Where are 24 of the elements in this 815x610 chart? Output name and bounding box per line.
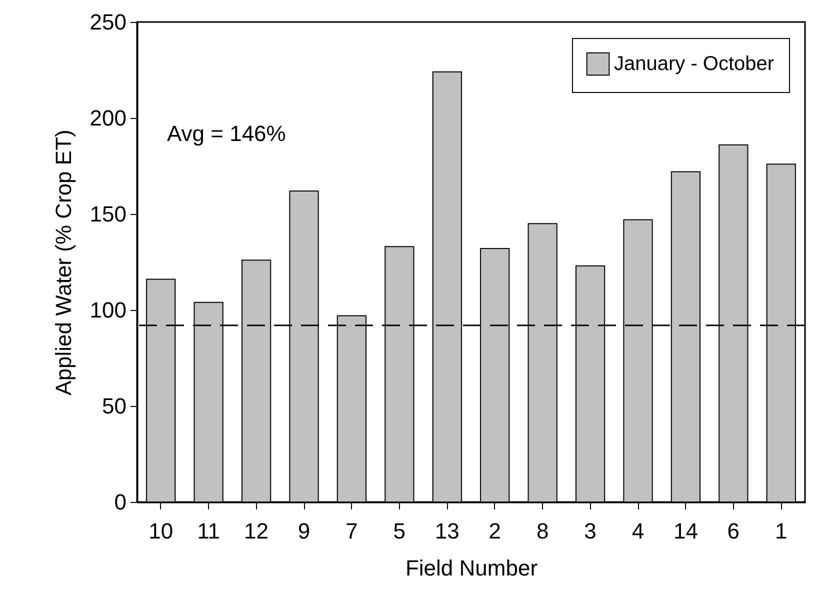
x-tick-label: 7 [346, 518, 358, 544]
x-tick-label: 1 [775, 518, 788, 544]
x-tick-label: 13 [434, 518, 460, 544]
annotation: Avg = 146% [167, 121, 286, 146]
y-tick-label: 250 [90, 10, 126, 34]
x-tick-label: 14 [673, 518, 698, 544]
x-tick-label: 10 [148, 518, 174, 544]
x-tick-label: 12 [244, 518, 269, 544]
x-axis-title: Field Number [405, 556, 538, 580]
y-tick-label: 0 [114, 490, 126, 514]
x-tick-label: 2 [488, 518, 501, 544]
x-tick-label: 8 [536, 518, 549, 544]
legend-label: January - October [614, 53, 774, 75]
x-tick-label: 9 [298, 518, 310, 544]
x-tick-label: 6 [727, 518, 740, 544]
x-tick-label: 4 [632, 518, 644, 544]
y-tick-label: 50 [102, 394, 126, 418]
x-tick-label: 3 [584, 518, 596, 544]
y-tick-label: 200 [90, 106, 126, 130]
y-tick-label: 150 [90, 202, 126, 226]
y-tick-label: 100 [90, 298, 126, 322]
x-tick-label: 11 [197, 518, 220, 544]
y-axis-title: Applied Water (% Crop ET) [50, 130, 76, 396]
x-tick-label: 5 [393, 518, 406, 544]
